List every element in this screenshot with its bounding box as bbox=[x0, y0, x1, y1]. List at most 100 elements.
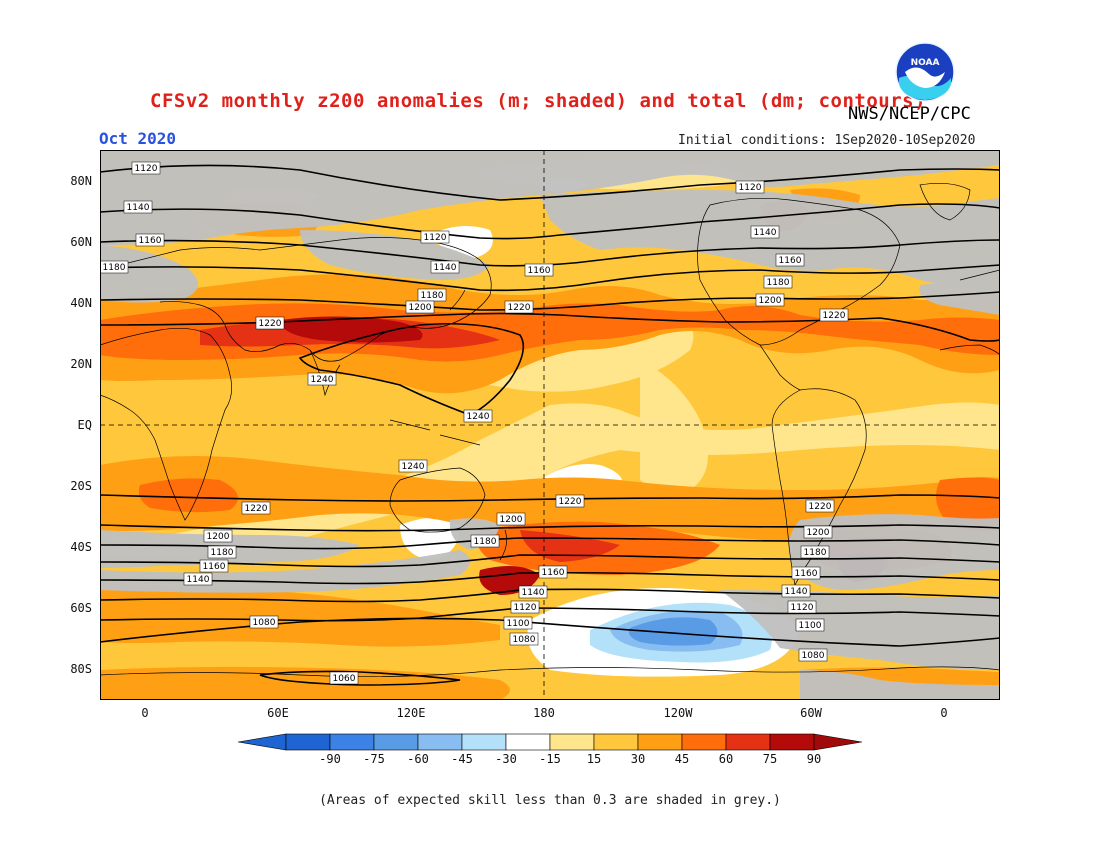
svg-text:1240: 1240 bbox=[311, 375, 334, 385]
contour-label: 1100 bbox=[504, 617, 532, 629]
colorbar-tick-label: 30 bbox=[618, 752, 658, 766]
svg-text:1080: 1080 bbox=[802, 651, 825, 661]
svg-text:1120: 1120 bbox=[424, 233, 447, 243]
colorbar-tick-label: 15 bbox=[574, 752, 614, 766]
svg-text:1220: 1220 bbox=[559, 497, 582, 507]
lat-label: 40N bbox=[52, 296, 92, 310]
lon-label: 120W bbox=[653, 706, 703, 720]
contour-label: 1180 bbox=[100, 261, 128, 273]
contour-label: 1160 bbox=[792, 567, 820, 579]
contour-label: 1220 bbox=[556, 495, 584, 507]
contour-label: 1220 bbox=[242, 502, 270, 514]
contour-label: 1140 bbox=[782, 585, 810, 597]
contour-label: 1220 bbox=[806, 500, 834, 512]
colorbar-swatch bbox=[726, 734, 770, 750]
lat-label: 60N bbox=[52, 235, 92, 249]
colorbar-swatch bbox=[374, 734, 418, 750]
colorbar-swatch bbox=[638, 734, 682, 750]
svg-text:1120: 1120 bbox=[514, 603, 537, 613]
svg-text:1220: 1220 bbox=[823, 311, 846, 321]
colorbar-tick-label: -60 bbox=[398, 752, 438, 766]
svg-text:1200: 1200 bbox=[207, 532, 230, 542]
contour-label: 1080 bbox=[250, 616, 278, 628]
svg-text:1160: 1160 bbox=[528, 266, 551, 276]
colorbar-under-arrow bbox=[238, 734, 286, 750]
contour-label: 1240 bbox=[464, 410, 492, 422]
colorbar-tick-label: -15 bbox=[530, 752, 570, 766]
contour-label: 1220 bbox=[256, 317, 284, 329]
svg-text:1080: 1080 bbox=[513, 635, 536, 645]
contour-label: 1220 bbox=[505, 301, 533, 313]
svg-text:1140: 1140 bbox=[522, 588, 545, 598]
contour-label: 1180 bbox=[471, 535, 499, 547]
svg-text:1200: 1200 bbox=[807, 528, 830, 538]
lat-label: 20N bbox=[52, 357, 92, 371]
lat-label: 60S bbox=[52, 601, 92, 615]
colorbar-swatch bbox=[286, 734, 330, 750]
contour-label: 1180 bbox=[764, 276, 792, 288]
svg-text:1220: 1220 bbox=[259, 319, 282, 329]
svg-text:1080: 1080 bbox=[253, 618, 276, 628]
contour-label: 1120 bbox=[132, 162, 160, 174]
lat-label: 80S bbox=[52, 662, 92, 676]
svg-text:1100: 1100 bbox=[799, 621, 822, 631]
contour-label: 1140 bbox=[751, 226, 779, 238]
contour-label: 1140 bbox=[431, 261, 459, 273]
contour-label: 1160 bbox=[539, 566, 567, 578]
colorbar-tick-label: 90 bbox=[794, 752, 834, 766]
lat-label: 80N bbox=[52, 174, 92, 188]
contour-label: 1120 bbox=[421, 231, 449, 243]
contour-label: 1140 bbox=[519, 586, 547, 598]
colorbar-swatch bbox=[594, 734, 638, 750]
contour-label: 1080 bbox=[799, 649, 827, 661]
lat-label: 20S bbox=[52, 479, 92, 493]
contour-label: 1120 bbox=[788, 601, 816, 613]
svg-text:1220: 1220 bbox=[508, 303, 531, 313]
contour-label: 1240 bbox=[308, 373, 336, 385]
lat-label: 40S bbox=[52, 540, 92, 554]
svg-text:1160: 1160 bbox=[542, 568, 565, 578]
contour-label: 1200 bbox=[756, 294, 784, 306]
forecast-month: Oct 2020 bbox=[99, 129, 176, 148]
contour-label: 1140 bbox=[124, 201, 152, 213]
svg-text:1160: 1160 bbox=[795, 569, 818, 579]
svg-text:1160: 1160 bbox=[203, 562, 226, 572]
svg-text:1220: 1220 bbox=[809, 502, 832, 512]
colorbar-tick-label: 60 bbox=[706, 752, 746, 766]
colorbar-svg bbox=[238, 733, 862, 751]
contour-label: 1180 bbox=[208, 546, 236, 558]
colorbar-swatch bbox=[506, 734, 550, 750]
colorbar-tick-label: 75 bbox=[750, 752, 790, 766]
lat-label: EQ bbox=[52, 418, 92, 432]
contour-label: 1160 bbox=[136, 234, 164, 246]
colorbar-swatch bbox=[682, 734, 726, 750]
lon-label: 120E bbox=[386, 706, 436, 720]
lon-label: 0 bbox=[919, 706, 969, 720]
lon-label: 180 bbox=[519, 706, 569, 720]
contour-label: 1120 bbox=[511, 601, 539, 613]
lon-label: 60W bbox=[786, 706, 836, 720]
svg-text:1180: 1180 bbox=[474, 537, 497, 547]
svg-text:1200: 1200 bbox=[409, 303, 432, 313]
contour-label: 1160 bbox=[776, 254, 804, 266]
svg-text:1200: 1200 bbox=[759, 296, 782, 306]
contour-label: 1200 bbox=[804, 526, 832, 538]
contour-label: 1160 bbox=[525, 264, 553, 276]
lon-label: 0 bbox=[120, 706, 170, 720]
contour-label: 1120 bbox=[736, 181, 764, 193]
svg-text:1120: 1120 bbox=[135, 164, 158, 174]
svg-text:1180: 1180 bbox=[103, 263, 126, 273]
svg-text:1140: 1140 bbox=[127, 203, 150, 213]
svg-text:1140: 1140 bbox=[187, 575, 210, 585]
colorbar-swatch bbox=[418, 734, 462, 750]
contour-label: 1200 bbox=[204, 530, 232, 542]
initial-conditions: Initial conditions: 1Sep2020-10Sep2020 bbox=[678, 133, 975, 148]
colorbar-tick-label: -45 bbox=[442, 752, 482, 766]
svg-text:1200: 1200 bbox=[500, 515, 523, 525]
svg-text:1100: 1100 bbox=[507, 619, 530, 629]
contour-label: 1180 bbox=[418, 289, 446, 301]
contour-label: 1100 bbox=[796, 619, 824, 631]
map-canvas: 1120 1140 1160 1180 1120 1140 1160 1180 … bbox=[100, 150, 1000, 700]
colorbar-tick-label: 45 bbox=[662, 752, 702, 766]
svg-text:1140: 1140 bbox=[785, 587, 808, 597]
